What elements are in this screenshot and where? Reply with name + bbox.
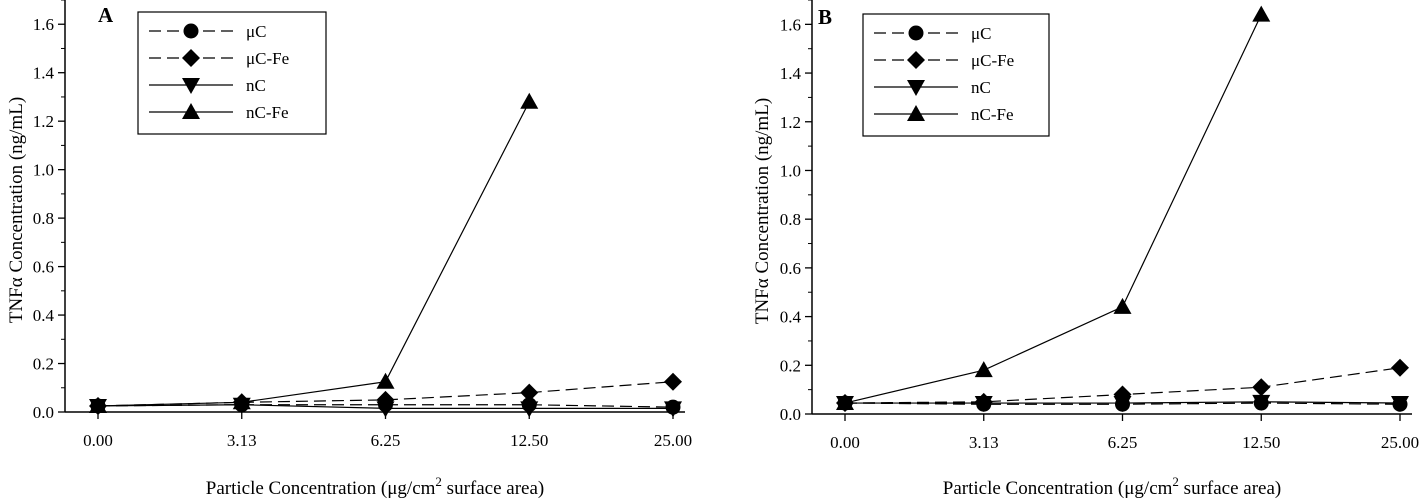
data-point-triangle-down <box>520 401 539 418</box>
x-tick-label: 6.25 <box>1108 433 1138 452</box>
data-point-diamond <box>664 372 682 391</box>
x-tick-label: 6.25 <box>371 431 401 450</box>
y-tick-label: 1.0 <box>780 161 801 180</box>
y-tick-label: 1.2 <box>780 113 801 132</box>
panel-label: A <box>98 3 114 27</box>
y-tick-label: 0.6 <box>780 259 801 278</box>
data-point-triangle-up <box>1113 297 1132 314</box>
data-point-triangle-down <box>376 401 395 418</box>
legend-label: nC-Fe <box>246 103 289 122</box>
series-line-3 <box>844 14 1262 404</box>
y-tick-label: 0.2 <box>33 355 54 374</box>
y-axis-label: TNFα Concentration (ng/mL) <box>752 98 773 324</box>
data-point-triangle-down <box>1113 396 1132 413</box>
data-point-triangle-up <box>520 92 539 109</box>
x-tick-label: 3.13 <box>227 431 257 450</box>
data-point-diamond <box>1252 378 1271 397</box>
chart-panel-a: 0.0 0.2 0.4 0.6 0.8 1.0 1.2 1.4 1.6 0.00 3.13 6.25 1… <box>6 0 692 499</box>
data-point-triangle-up <box>376 372 395 389</box>
x-tick-label: 25.00 <box>654 431 692 450</box>
y-tick-label: 1.4 <box>33 64 55 83</box>
y-tick-label: 1.6 <box>33 15 54 34</box>
y-tick-label: 1.4 <box>780 64 802 83</box>
y-tick-label: 0.4 <box>780 308 802 327</box>
legend-marker-triangle-down <box>182 78 200 94</box>
legend-label: μC-Fe <box>971 51 1014 70</box>
data-point-triangle-up <box>974 361 993 378</box>
y-tick-label: 0.6 <box>33 258 54 277</box>
legend-marker-diamond <box>907 51 925 69</box>
legend-marker-triangle-up <box>907 105 925 121</box>
panel-label: B <box>818 5 832 29</box>
y-tick-label: 1.0 <box>33 161 54 180</box>
series-line-3 <box>97 101 530 407</box>
legend-marker-circle <box>183 23 199 39</box>
data-point-diamond <box>1391 358 1409 377</box>
x-axis-label-part: Particle Concentration (μg/cm <box>943 478 1173 499</box>
y-tick-label: 0.4 <box>33 306 55 325</box>
x-tick-label: 25.00 <box>1381 433 1419 452</box>
legend-label: nC <box>246 76 266 95</box>
legend-marker-circle <box>908 25 924 41</box>
x-axis-label: Particle Concentration (μg/cm2 surface a… <box>943 474 1281 499</box>
legend-label: μC-Fe <box>246 49 289 68</box>
legend-label: μC <box>246 22 266 41</box>
data-point-triangle-down <box>1391 396 1409 413</box>
x-axis-label-part: surface area) <box>1179 478 1281 499</box>
x-axis-label: Particle Concentration (μg/cm2 surface a… <box>206 474 544 499</box>
y-axis-label: TNFα Concentration (ng/mL) <box>6 97 27 323</box>
data-point-triangle-down <box>974 396 993 413</box>
data-point-diamond <box>520 383 539 402</box>
y-tick-label: 0.8 <box>33 209 54 228</box>
x-tick-label: 3.13 <box>969 433 999 452</box>
y-tick-label: 0.8 <box>780 210 801 229</box>
y-tick-label: 0.0 <box>33 403 54 422</box>
data-point-triangle-down <box>1252 394 1271 411</box>
legend-marker-diamond <box>182 49 200 67</box>
legend-box <box>862 13 1050 137</box>
y-tick-label: 0.0 <box>780 405 801 424</box>
data-point-triangle-up <box>89 396 107 413</box>
x-tick-label: 12.50 <box>510 431 548 450</box>
legend-marker-triangle-down <box>907 80 925 96</box>
data-point-triangle-up <box>232 393 251 410</box>
x-axis-label-superscript: 2 <box>1172 474 1179 489</box>
x-axis-label-superscript: 2 <box>435 474 442 489</box>
y-tick-label: 1.2 <box>33 112 54 131</box>
x-tick-label: 0.00 <box>830 433 860 452</box>
x-axis-label-part: surface area) <box>442 478 544 499</box>
y-tick-label: 1.6 <box>780 15 801 34</box>
data-point-triangle-up <box>836 394 854 411</box>
legend-label: μC <box>971 24 991 43</box>
legend-label: nC-Fe <box>971 105 1014 124</box>
chart-panel-b: 0.0 0.2 0.4 0.6 0.8 1.0 1.2 1.4 1.6 0.00 3.13 6.25 1… <box>752 0 1419 499</box>
legend-marker-triangle-up <box>182 103 200 119</box>
x-axis-label-part: Particle Concentration (μg/cm <box>206 478 436 499</box>
data-point-triangle-down <box>664 401 682 418</box>
x-tick-label: 12.50 <box>1242 433 1280 452</box>
legend-box <box>137 11 327 135</box>
x-tick-label: 0.00 <box>83 431 113 450</box>
y-tick-label: 0.2 <box>780 356 801 375</box>
data-point-triangle-up <box>1252 5 1271 22</box>
legend-label: nC <box>971 78 991 97</box>
